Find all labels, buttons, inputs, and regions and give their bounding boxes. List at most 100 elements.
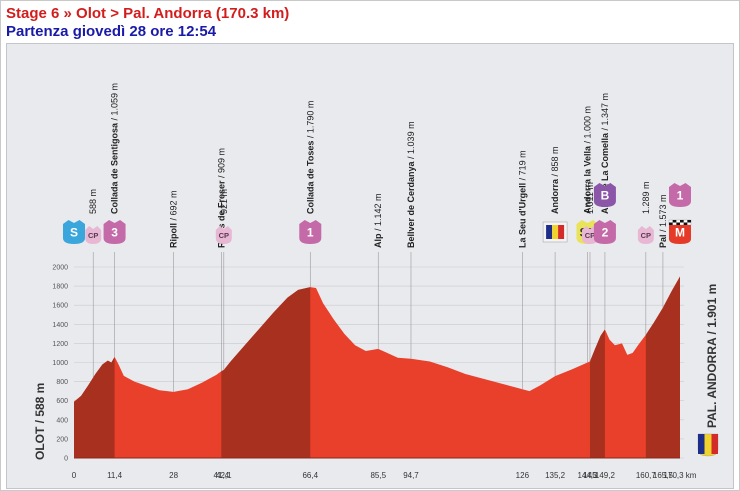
badge-label: S bbox=[70, 225, 78, 239]
point-label: Ribes de Freser / 909 m bbox=[216, 148, 226, 248]
badge-shape bbox=[593, 220, 616, 244]
y-tick-label: 1400 bbox=[52, 322, 68, 329]
badge-cp: CP bbox=[85, 226, 102, 244]
point-label: La Seu d'Urgell / 719 m bbox=[517, 150, 527, 248]
badge-shape bbox=[85, 226, 102, 244]
point-altitude: / 1.059 m bbox=[110, 83, 120, 123]
y-tick-label: 600 bbox=[56, 398, 68, 405]
badge-label: 3 bbox=[111, 225, 118, 239]
y-tick-label: 200 bbox=[56, 436, 68, 443]
point-name: La Seu d'Urgell bbox=[517, 183, 527, 248]
y-tick-label: 0 bbox=[64, 456, 68, 463]
flag-red bbox=[558, 225, 565, 239]
point-label: Collada de Sentigosa / 1.059 m bbox=[110, 83, 120, 214]
badge-cp: CP bbox=[637, 226, 654, 244]
point-altitude: / 692 m bbox=[169, 190, 179, 223]
x-tick-label: 165,5 bbox=[653, 471, 674, 480]
point-name: Alp bbox=[373, 233, 383, 248]
badge-cp: CP bbox=[215, 226, 232, 244]
point-label: Andorra / 858 m bbox=[550, 146, 560, 214]
point-label: Bellver de Cerdanya / 1.039 m bbox=[406, 121, 416, 248]
point-name: Collada de Toses bbox=[305, 141, 315, 214]
point-altitude: / 909 m bbox=[216, 148, 226, 181]
x-tick-label: 144,3 bbox=[577, 471, 598, 480]
point-name: Andorra bbox=[550, 178, 560, 214]
badge-climb: 2 bbox=[593, 220, 616, 244]
badge-label: CP bbox=[219, 231, 229, 240]
badge-label: CP bbox=[585, 231, 595, 240]
x-tick-label: 42,1 bbox=[216, 471, 232, 480]
finish-label: PAL. ANDORRA / 1.901 m bbox=[705, 284, 719, 428]
point-name: Collada de Sentigosa bbox=[110, 122, 120, 214]
badge-label: CP bbox=[641, 231, 651, 240]
badge-bonus: B bbox=[593, 183, 616, 207]
badge-label: 2 bbox=[602, 225, 609, 239]
badge-shape bbox=[103, 220, 126, 244]
checker-cell bbox=[669, 222, 673, 225]
elevation-area bbox=[74, 276, 680, 458]
checker-cell bbox=[672, 220, 677, 223]
badge-label: M bbox=[675, 225, 685, 239]
point-altitude: / 1.347 m bbox=[600, 93, 610, 133]
x-tick-label: 66,4 bbox=[302, 471, 318, 480]
point-name: Ripoll bbox=[169, 223, 179, 248]
x-tick-label: 41,4 bbox=[214, 471, 230, 480]
badge-label: 1 bbox=[307, 225, 314, 239]
point-altitude: / 1.000 m bbox=[582, 106, 592, 146]
climb-segment bbox=[645, 276, 680, 458]
y-tick-label: 1200 bbox=[52, 341, 68, 348]
checker-cell bbox=[676, 222, 680, 225]
point-label: Ripoll / 692 m bbox=[169, 190, 179, 248]
flag-blue bbox=[546, 225, 553, 239]
y-tick-label: 1600 bbox=[52, 303, 68, 310]
flag-blue bbox=[698, 434, 705, 454]
flag-yellow bbox=[552, 225, 559, 239]
x-tick-label: 149,2 bbox=[595, 471, 616, 480]
point-label: 1.289 m bbox=[641, 181, 651, 214]
point-name: Pal bbox=[658, 234, 668, 248]
badge-shape bbox=[669, 183, 691, 207]
badge-label: 1 bbox=[677, 188, 684, 202]
climb-segment bbox=[74, 356, 115, 458]
y-tick-label: 1800 bbox=[52, 284, 68, 291]
point-label: Andorra la Vella / 1.000 m bbox=[582, 106, 592, 214]
stage-title: Stage 6 » Olot > Pal. Andorra (170.3 km) bbox=[6, 5, 290, 22]
y-tick-label: 800 bbox=[56, 379, 68, 386]
point-label: Alp / 1.142 m bbox=[373, 193, 383, 248]
checker-cell bbox=[680, 220, 684, 223]
finish-flag-icon bbox=[697, 433, 719, 457]
point-altitude: / 1.790 m bbox=[305, 101, 315, 141]
x-tick-label: 170,3 km bbox=[664, 471, 697, 480]
climb-segment bbox=[589, 329, 605, 458]
badge-flag bbox=[542, 221, 568, 243]
point-label: Collada de Toses / 1.790 m bbox=[305, 101, 315, 214]
x-tick-label: 160,7 bbox=[636, 471, 657, 480]
point-label: 588 m bbox=[88, 189, 98, 214]
badge-shape bbox=[215, 226, 232, 244]
badge-label: B bbox=[601, 188, 610, 202]
point-label: Alto de La Comella / 1.347 m bbox=[600, 93, 610, 214]
badge-label: CP bbox=[88, 231, 98, 240]
point-name: Alto de La Comella bbox=[600, 132, 610, 214]
x-tick-label: 0 bbox=[72, 471, 77, 480]
badge-shape bbox=[669, 225, 691, 244]
badge-shape bbox=[593, 183, 616, 207]
badge-shape bbox=[299, 220, 322, 244]
checker-cell bbox=[683, 222, 688, 225]
badge-shape bbox=[637, 226, 654, 244]
y-tick-label: 1000 bbox=[52, 360, 68, 367]
x-tick-label: 94,7 bbox=[403, 471, 419, 480]
point-label: Pal / 1.573 m bbox=[658, 194, 668, 248]
x-tick-label: 145 bbox=[583, 471, 597, 480]
y-tick-label: 400 bbox=[56, 417, 68, 424]
point-name: Andorra la Vella bbox=[582, 145, 592, 214]
climb-segment bbox=[221, 287, 311, 458]
stage-subtitle: Partenza giovedì 28 ore 12:54 bbox=[6, 23, 217, 40]
flag-red bbox=[711, 434, 718, 454]
point-name: Bellver de Cerdanya bbox=[406, 160, 416, 248]
point-altitude: / 1.142 m bbox=[373, 193, 383, 233]
x-tick-label: 11,4 bbox=[107, 471, 123, 480]
point-altitude: / 719 m bbox=[517, 150, 527, 183]
point-altitude: / 1.573 m bbox=[658, 194, 668, 234]
point-label: 921 m bbox=[219, 189, 229, 214]
